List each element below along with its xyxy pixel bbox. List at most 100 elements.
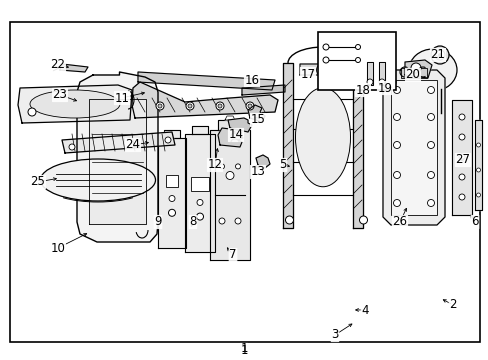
Circle shape	[196, 213, 203, 220]
Bar	[317, 32, 395, 90]
Ellipse shape	[295, 88, 350, 187]
Circle shape	[225, 171, 234, 180]
Circle shape	[475, 143, 480, 147]
Circle shape	[430, 46, 448, 64]
Circle shape	[355, 45, 360, 49]
Circle shape	[434, 50, 444, 60]
Circle shape	[219, 164, 224, 169]
Text: 7: 7	[229, 248, 236, 261]
Circle shape	[164, 137, 171, 143]
Text: 22: 22	[50, 58, 65, 72]
Text: 19: 19	[377, 81, 392, 94]
Polygon shape	[224, 116, 235, 120]
Text: 6: 6	[470, 216, 478, 229]
Polygon shape	[256, 155, 269, 168]
Polygon shape	[451, 100, 471, 215]
Circle shape	[359, 216, 367, 224]
Circle shape	[458, 174, 464, 180]
Polygon shape	[247, 105, 264, 122]
Text: 18: 18	[355, 84, 370, 96]
Circle shape	[475, 168, 480, 172]
Circle shape	[168, 209, 175, 216]
Circle shape	[458, 154, 464, 160]
Text: 13: 13	[250, 166, 265, 179]
Polygon shape	[299, 64, 369, 75]
Circle shape	[393, 199, 400, 207]
Circle shape	[245, 102, 253, 110]
Polygon shape	[209, 130, 249, 260]
Polygon shape	[192, 126, 207, 134]
Text: 11: 11	[114, 91, 129, 104]
Text: 9: 9	[154, 216, 162, 229]
Circle shape	[342, 64, 353, 76]
Circle shape	[218, 104, 222, 108]
Circle shape	[158, 104, 162, 108]
Polygon shape	[242, 85, 285, 95]
Bar	[400, 68, 426, 78]
Circle shape	[185, 102, 194, 110]
Polygon shape	[227, 118, 251, 132]
Circle shape	[378, 79, 384, 85]
Text: 1: 1	[240, 342, 247, 355]
Circle shape	[427, 199, 434, 207]
Circle shape	[235, 164, 240, 169]
Circle shape	[458, 134, 464, 140]
Circle shape	[28, 108, 36, 116]
Circle shape	[393, 141, 400, 148]
Polygon shape	[18, 85, 132, 123]
Text: 26: 26	[392, 216, 407, 229]
Polygon shape	[60, 64, 88, 72]
Circle shape	[427, 141, 434, 148]
Text: 17: 17	[300, 68, 315, 81]
Circle shape	[427, 113, 434, 121]
Circle shape	[235, 218, 241, 224]
Text: 24: 24	[125, 139, 140, 152]
Circle shape	[316, 64, 327, 76]
Circle shape	[216, 102, 224, 110]
Text: 8: 8	[189, 216, 196, 229]
Circle shape	[369, 78, 377, 86]
Circle shape	[156, 102, 163, 110]
Text: 3: 3	[331, 328, 338, 342]
Polygon shape	[132, 82, 278, 118]
Circle shape	[383, 76, 395, 88]
Circle shape	[410, 63, 420, 73]
Text: 21: 21	[429, 49, 445, 62]
Circle shape	[366, 79, 372, 85]
Circle shape	[355, 58, 360, 63]
Text: 27: 27	[454, 153, 469, 166]
Circle shape	[438, 54, 441, 57]
Polygon shape	[361, 77, 381, 88]
Text: 12: 12	[207, 158, 222, 171]
Polygon shape	[218, 128, 243, 147]
Text: 16: 16	[244, 73, 259, 86]
Polygon shape	[77, 72, 158, 242]
Polygon shape	[62, 132, 175, 153]
Ellipse shape	[30, 90, 120, 118]
Polygon shape	[163, 130, 180, 138]
Circle shape	[285, 216, 293, 224]
Circle shape	[323, 57, 328, 63]
Polygon shape	[218, 120, 242, 130]
Circle shape	[393, 113, 400, 121]
Text: 25: 25	[30, 175, 45, 189]
Text: 20: 20	[405, 68, 420, 81]
Circle shape	[169, 195, 175, 202]
Circle shape	[197, 199, 203, 206]
Text: 23: 23	[52, 89, 67, 102]
Circle shape	[458, 114, 464, 120]
Polygon shape	[89, 99, 146, 224]
Text: 10: 10	[50, 242, 65, 255]
Ellipse shape	[408, 49, 456, 91]
Circle shape	[323, 44, 328, 50]
Polygon shape	[366, 62, 372, 85]
Circle shape	[386, 79, 392, 85]
Circle shape	[427, 86, 434, 94]
Polygon shape	[404, 60, 431, 78]
Text: 1: 1	[240, 343, 247, 356]
Bar	[191, 177, 208, 191]
Circle shape	[427, 171, 434, 179]
Polygon shape	[138, 72, 274, 90]
Circle shape	[393, 171, 400, 179]
Circle shape	[247, 104, 251, 108]
